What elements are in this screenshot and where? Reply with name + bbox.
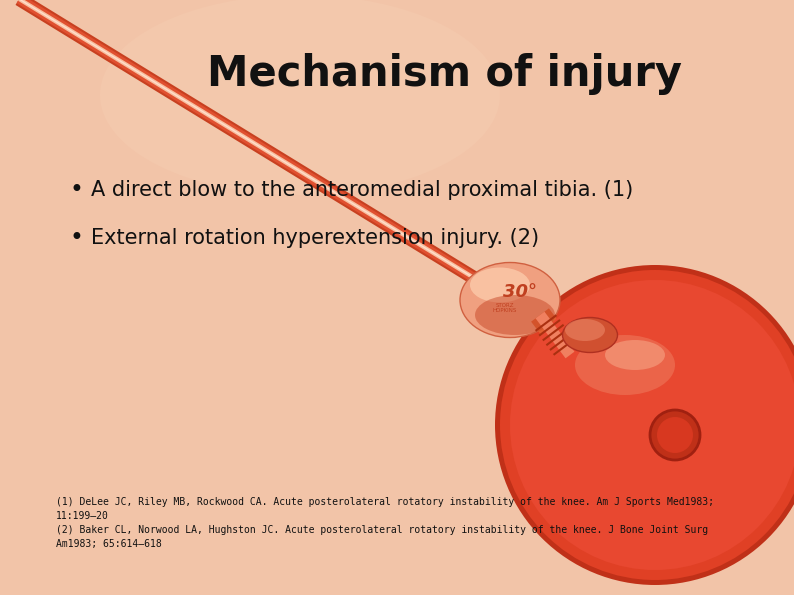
- Text: A direct blow to the anteromedial proximal tibia. (1): A direct blow to the anteromedial proxim…: [91, 180, 634, 201]
- Ellipse shape: [460, 262, 560, 337]
- Text: 30°: 30°: [503, 283, 537, 301]
- Ellipse shape: [565, 319, 605, 341]
- Text: •: •: [69, 226, 83, 250]
- Ellipse shape: [475, 295, 555, 335]
- Ellipse shape: [575, 335, 675, 395]
- Ellipse shape: [470, 268, 530, 302]
- Circle shape: [650, 410, 700, 460]
- Text: Mechanism of injury: Mechanism of injury: [207, 54, 682, 95]
- Ellipse shape: [605, 340, 665, 370]
- Text: External rotation hyperextension injury. (2): External rotation hyperextension injury.…: [91, 228, 539, 248]
- Text: •: •: [69, 178, 83, 202]
- Text: (1) DeLee JC, Riley MB, Rockwood CA. Acute posterolateral rotatory instability o: (1) DeLee JC, Riley MB, Rockwood CA. Acu…: [56, 497, 714, 549]
- Ellipse shape: [562, 318, 618, 352]
- Circle shape: [657, 417, 693, 453]
- Text: STORZ
HOPKINS: STORZ HOPKINS: [493, 303, 517, 314]
- Ellipse shape: [100, 0, 500, 195]
- Circle shape: [495, 265, 794, 585]
- Circle shape: [510, 280, 794, 570]
- Circle shape: [500, 270, 794, 580]
